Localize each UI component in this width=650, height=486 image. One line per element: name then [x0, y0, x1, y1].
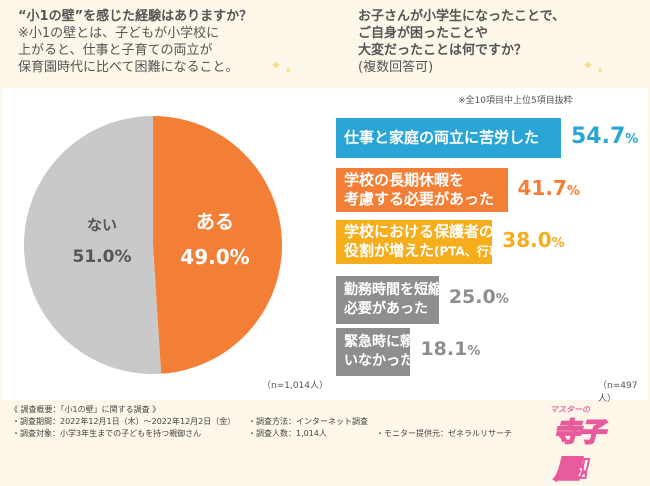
bar-value-number: 25.0 — [448, 286, 496, 308]
left-question: “小1の壁”を感じた経験はありますか？ ※小1の壁とは、子どもが小学校に 上がる… — [18, 8, 252, 76]
bar-label: 緊急時に頼れる相手が いなかった — [344, 333, 484, 371]
bar-item-no-helper: 緊急時に頼れる相手が いなかった — [336, 328, 484, 376]
bar-item-long-vacation: 学校の長期休暇を 考慮する必要があった — [336, 168, 508, 212]
logo-small-text: マスターの — [550, 405, 590, 414]
bar-value: 25.0% — [448, 286, 509, 308]
right-question-line-3: 大変だったことは何ですか？ — [358, 43, 528, 58]
pie-chart: ある 49.0% ない 51.0% — [24, 116, 283, 374]
bar-item-parent-role: 学校における保護者の 役割が増えた(PTA、行事など) — [336, 220, 530, 264]
right-question-line-1: お子さんが小学生になったことで、 — [358, 9, 566, 24]
bar-item-short-hours: 勤務時間を短縮する 必要があった — [336, 276, 470, 324]
bar-label-line-2: 役割が増えた — [344, 241, 435, 260]
logo-text: 寺子屋! — [553, 417, 606, 486]
left-sample-size: （n=1,014人） — [262, 381, 329, 391]
bar-label-line-2: 必要があった — [344, 301, 428, 317]
bar-label-line-2: いなかった — [344, 353, 414, 369]
bar-label: 勤務時間を短縮する 必要があった — [344, 281, 470, 319]
bar-value-number: 38.0 — [502, 228, 552, 252]
right-question: お子さんが小学生になったことで、 ご自身が困ったことや 大変だったことは何ですか… — [358, 8, 565, 76]
bar-value-number: 18.1 — [420, 338, 468, 360]
bar-value: 54.7% — [571, 124, 639, 149]
right-sample-size: （n=497人） — [598, 381, 638, 404]
bar-value: 41.7% — [517, 176, 580, 200]
sparkle-icon: ✦ — [596, 66, 605, 77]
bar-value: 38.0% — [502, 228, 565, 252]
right-question-line-4: (複数回答可) — [358, 60, 434, 75]
bar-label-line-1: 仕事と家庭の両立に苦労した — [344, 128, 540, 147]
bar-label-line-1: 学校の長期休暇を — [344, 171, 465, 189]
sparkle-icon: ✦ — [270, 58, 282, 74]
bar-label: 仕事と家庭の両立に苦労した — [344, 129, 539, 148]
sparkle-icon: ✦ — [284, 66, 293, 77]
pie-label-nai: ない — [87, 216, 117, 234]
bar-label-line-1: 学校における保護者の — [344, 222, 495, 241]
right-question-line-2: ご自身が困ったことや — [358, 26, 489, 41]
bar-label-line-1: 勤務時間を短縮する — [344, 282, 470, 298]
bar-label-extra: (PTA、行事など) — [434, 244, 531, 259]
brand-logo: マスターの 寺子屋! — [548, 404, 638, 486]
bar-label-line-2: 考慮する必要があった — [344, 190, 495, 208]
definition-line-1: ※小1の壁とは、子どもが小学校に — [18, 26, 220, 41]
pie-slice-aru — [153, 116, 283, 374]
survey-method: ・調査方法：インターネット調査 — [248, 417, 368, 426]
survey-count: ・調査人数：1,014人 — [248, 429, 327, 438]
bar-label-line-1: 緊急時に頼れる相手が — [344, 334, 484, 350]
sparkle-icon: ✦ — [582, 58, 594, 74]
bar-value-number: 41.7 — [517, 176, 567, 200]
pie-label-aru: ある — [196, 211, 234, 233]
bar-value-number: 54.7 — [571, 124, 626, 149]
bar-value: 18.1% — [420, 338, 481, 360]
pie-value-aru: 49.0% — [180, 245, 249, 269]
survey-period: ・調査期間：2022年12月1日（木）〜2022年12月2日（金） — [12, 417, 236, 426]
bar-label: 学校の長期休暇を 考慮する必要があった — [344, 171, 494, 209]
definition-line-2: 上がると、仕事と子育ての両立が — [18, 43, 213, 58]
survey-target: ・調査対象：小学3年生までの子どもを持つ親御さん — [12, 429, 202, 438]
bar-item-work-family: 仕事と家庭の両立に苦労した — [336, 118, 561, 158]
survey-title: 《 調査概要：「小1の壁」に関する調査 》 — [10, 405, 161, 414]
infographic: “小1の壁”を感じた経験はありますか？ ※小1の壁とは、子どもが小学校に 上がる… — [2, 8, 648, 486]
definition-line-3: 保育園時代に比べて困難になること。 — [18, 60, 239, 75]
pie-slice-nai — [24, 116, 162, 374]
pie-value-nai: 51.0% — [73, 247, 132, 267]
left-question-title: “小1の壁”を感じた経験はありますか？ — [18, 9, 253, 24]
survey-provider: ・モニター提供元：ゼネラルリサーチ — [376, 429, 512, 438]
bar-label: 学校における保護者の 役割が増えた(PTA、行事など) — [344, 223, 530, 262]
top5-note: ※全10項目中上位5項目抜粋 — [458, 96, 573, 106]
